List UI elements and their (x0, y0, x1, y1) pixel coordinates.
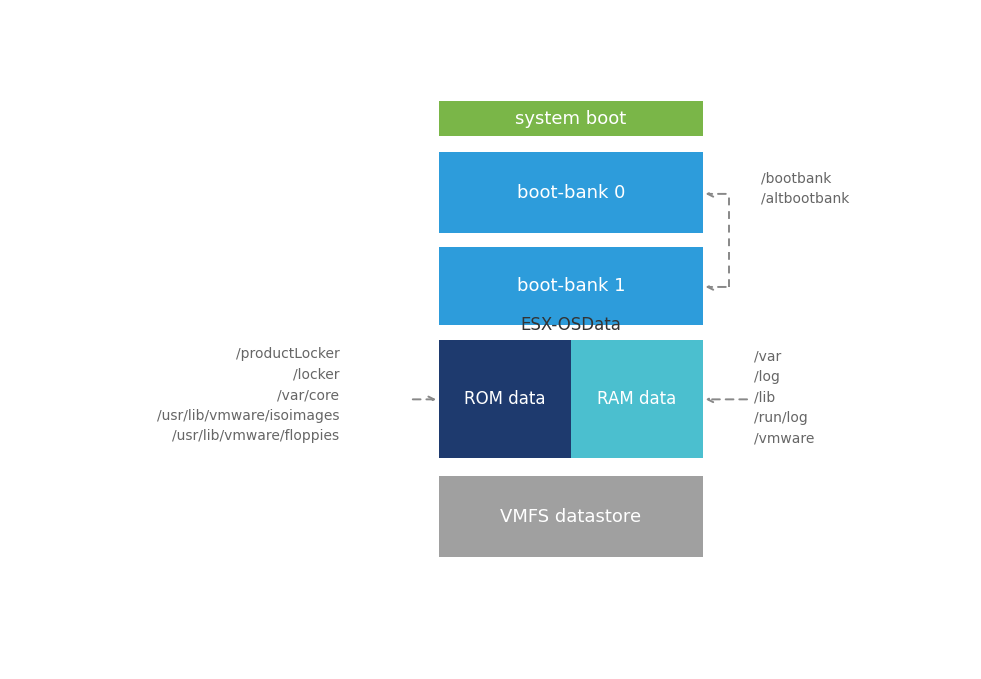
Text: VMFS datastore: VMFS datastore (500, 508, 642, 526)
Text: /productLocker
/locker
/var/core
/usr/lib/vmware/isoimages
/usr/lib/vmware/flopp: /productLocker /locker /var/core /usr/li… (157, 347, 339, 443)
Bar (439, 476, 702, 557)
Bar (439, 152, 702, 233)
Text: boot-bank 1: boot-bank 1 (517, 277, 625, 295)
Text: system boot: system boot (515, 109, 627, 128)
Bar (439, 247, 702, 325)
Bar (439, 100, 702, 136)
Text: /var
/log
/lib
/run/log
/vmware: /var /log /lib /run/log /vmware (753, 350, 814, 446)
Text: RAM data: RAM data (597, 390, 677, 408)
Bar (439, 340, 571, 458)
Text: boot-bank 0: boot-bank 0 (517, 183, 625, 202)
Text: /bootbank
/altbootbank: /bootbank /altbootbank (761, 172, 850, 206)
Bar (571, 340, 702, 458)
Text: ESX-OSData: ESX-OSData (520, 316, 621, 334)
Text: ROM data: ROM data (464, 390, 545, 408)
